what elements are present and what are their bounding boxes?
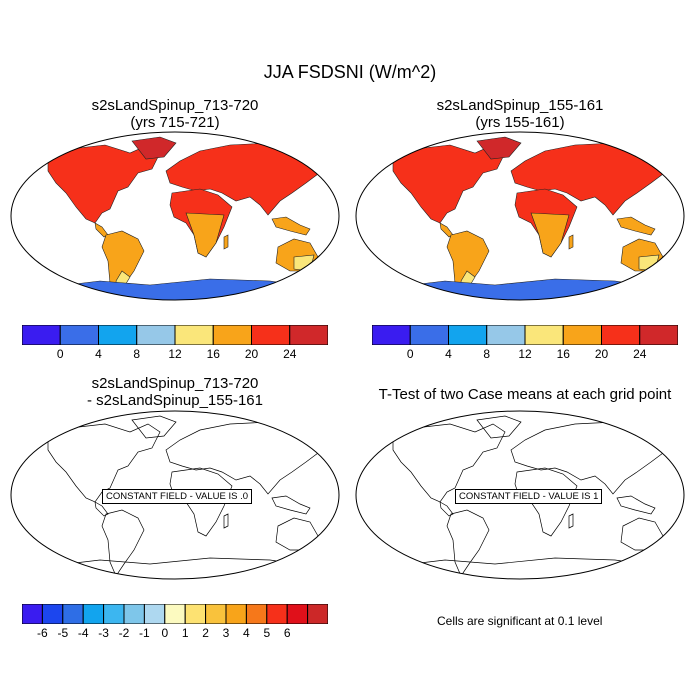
panel-1-title-line1: s2sLandSpinup_713-720 (91, 97, 259, 114)
colorbar-3-swatch (22, 604, 43, 624)
colorbar-3-swatch (62, 604, 84, 624)
colorbar-2-tick-label: 24 (633, 347, 647, 361)
colorbar-1-swatch (59, 325, 99, 345)
panel-4-constant-field-message: CONSTANT FIELD - VALUE IS 1 (455, 489, 603, 504)
panel-2-title-line2: (yrs 155-161) (475, 114, 565, 131)
colorbar-3-tick-label: 0 (161, 626, 169, 640)
colorbar-3-swatch (205, 604, 227, 624)
colorbar-3-tick-label: 5 (263, 626, 271, 640)
colorbar-2-swatch (372, 325, 411, 345)
colorbar-3-swatch (184, 604, 207, 624)
colorbar-2-tick-label: 0 (406, 347, 414, 361)
colorbar-2 (372, 325, 678, 345)
colorbar-3-swatch (266, 604, 288, 624)
colorbar-2-tick-label: 20 (594, 347, 609, 361)
colorbar-3-swatch (225, 604, 247, 624)
colorbar-3-swatch (286, 604, 309, 624)
colorbar-2-tick-label: 12 (518, 347, 532, 361)
colorbar-2-swatch (524, 325, 564, 345)
panel-4-title-line1: T-Test of two Case means at each grid po… (378, 386, 672, 403)
colorbar-1-labels: 0 4 8 12 16 20 24 (22, 347, 328, 363)
colorbar-1-swatch (251, 325, 291, 345)
colorbar-1 (22, 325, 328, 345)
colorbar-3-swatch (245, 604, 268, 624)
colorbar-2-swatch (562, 325, 602, 345)
colorbar-2-swatch (639, 325, 678, 345)
colorbar-1-tick-label: 24 (283, 347, 297, 361)
colorbar-3-tick-label: -1 (139, 626, 150, 640)
colorbar-3-tick-label: -5 (57, 626, 69, 640)
colorbar-3-swatch (41, 604, 64, 624)
colorbar-1-tick-label: 4 (95, 347, 102, 361)
colorbar-1-tick-label: 12 (168, 347, 182, 361)
panel-3-title-line1: s2sLandSpinup_713-720 (91, 375, 259, 392)
colorbar-3-tick-label: -2 (118, 626, 130, 640)
colorbar-3-tick-label: 1 (181, 626, 189, 640)
colorbar-3-tick-label: 3 (222, 626, 230, 640)
colorbar-2-swatch (448, 325, 488, 345)
colorbar-1-swatch (289, 325, 328, 345)
colorbar-1-swatch (136, 325, 176, 345)
panel-1-map (10, 131, 340, 301)
panel-1-title-line2: (yrs 715-721) (130, 114, 220, 131)
panel-1-title: s2sLandSpinup_713-720 (yrs 715-721) (10, 97, 340, 131)
colorbar-1-tick-label: 20 (244, 347, 259, 361)
panel-4-title: T-Test of two Case means at each grid po… (355, 386, 695, 403)
colorbar-1-tick-label: 16 (206, 347, 220, 361)
colorbar-2-tick-label: 4 (445, 347, 452, 361)
panel-2-title-line1: s2sLandSpinup_155-161 (436, 97, 604, 114)
colorbar-3-swatch (82, 604, 105, 624)
colorbar-2-tick-label: 16 (556, 347, 570, 361)
colorbar-1-tick-label: 8 (133, 347, 141, 361)
colorbar-1-swatch (174, 325, 214, 345)
colorbar-1-tick-label: 0 (56, 347, 64, 361)
significance-note: Cells are significant at 0.1 level (437, 614, 603, 628)
colorbar-3-swatch (143, 604, 166, 624)
panel-2-title: s2sLandSpinup_155-161 (yrs 155-161) (355, 97, 685, 131)
panel-3-title-line2: - s2sLandSpinup_155-161 (87, 392, 263, 409)
panel-2-map (355, 131, 685, 301)
colorbar-2-swatch (409, 325, 449, 345)
colorbar-3-tick-label: 4 (243, 626, 250, 640)
panel-3-constant-field-message: CONSTANT FIELD - VALUE IS .0 (102, 489, 253, 504)
colorbar-1-swatch (212, 325, 252, 345)
colorbar-3-swatch (164, 604, 186, 624)
colorbar-2-swatch (601, 325, 641, 345)
colorbar-3-tick-label: 6 (283, 626, 291, 640)
colorbar-2-tick-label: 8 (483, 347, 491, 361)
colorbar-3-tick-label: -3 (98, 626, 109, 640)
colorbar-3-tick-label: -6 (37, 626, 48, 640)
panel-3-title: s2sLandSpinup_713-720 - s2sLandSpinup_15… (10, 375, 340, 409)
colorbar-3-tick-label: 2 (202, 626, 209, 640)
colorbar-3-swatch (103, 604, 125, 624)
figure-title: JJA FSDSNI (W/m^2) (263, 62, 437, 82)
colorbar-3 (22, 604, 328, 624)
colorbar-3-labels: -6 -5 -4 -3 -2 -1 0 1 2 3 4 5 6 (22, 626, 328, 642)
colorbar-3-tick-label: -4 (77, 626, 89, 640)
colorbar-3-swatch (307, 604, 328, 624)
colorbar-2-swatch (486, 325, 526, 345)
colorbar-3-swatch (123, 604, 145, 624)
colorbar-1-swatch (22, 325, 61, 345)
colorbar-2-labels: 0 4 8 12 16 20 24 (372, 347, 678, 363)
colorbar-1-swatch (98, 325, 138, 345)
